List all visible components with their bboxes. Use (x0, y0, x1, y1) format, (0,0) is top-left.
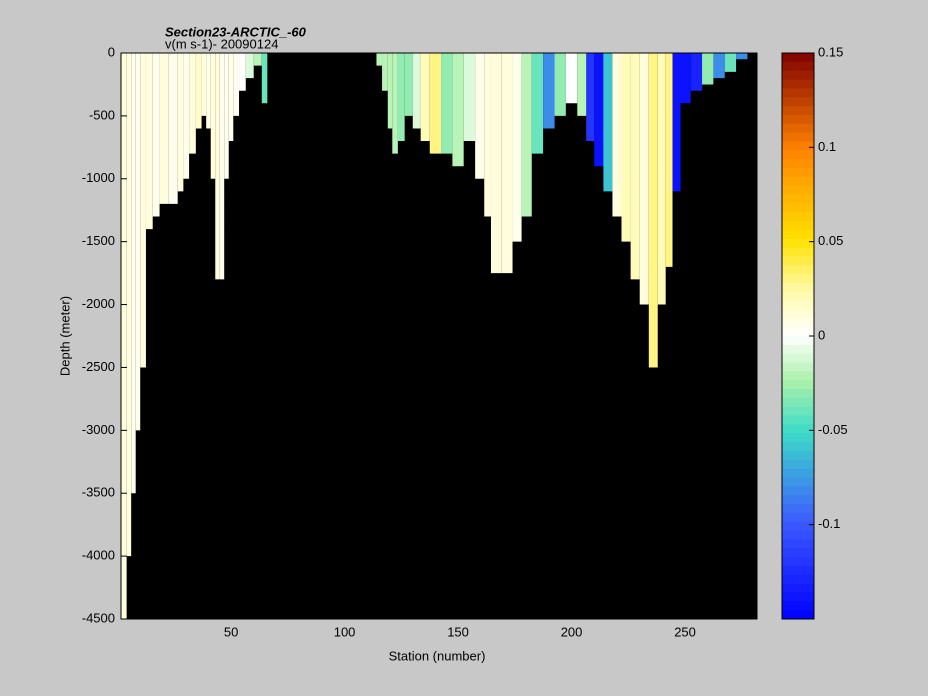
colorbar-swatch (782, 106, 814, 116)
colorbar-tick-label: 0.15 (818, 44, 843, 59)
colorbar-swatch (782, 229, 814, 240)
colorbar-swatch (782, 185, 814, 195)
velocity-cell (135, 53, 141, 619)
y-tick-label: -4000 (82, 548, 115, 563)
x-tick-label: 100 (334, 624, 356, 639)
colorbar-swatch (782, 344, 814, 355)
colorbar-swatch (782, 450, 814, 461)
y-tick-label: -1000 (82, 170, 115, 185)
colorbar-swatch (782, 592, 814, 602)
colorbar-swatch (782, 557, 814, 567)
y-tick-label: -4500 (82, 610, 115, 625)
y-tick-label: -2000 (82, 296, 115, 311)
colorbar-swatch (782, 477, 814, 487)
colorbar-swatch (782, 406, 814, 417)
colorbar-swatch (782, 265, 814, 275)
x-axis-label: Station (number) (389, 648, 486, 663)
colorbar-swatch (782, 97, 814, 107)
seafloor (121, 53, 757, 619)
colorbar-swatch (782, 132, 814, 142)
colorbar-swatch (782, 521, 814, 532)
y-tick-label: -500 (89, 107, 115, 122)
colorbar-swatch (782, 601, 814, 611)
colorbar-swatch (782, 362, 814, 372)
colorbar-swatch (782, 442, 814, 452)
colorbar-swatch (782, 79, 814, 89)
y-tick-label: -3000 (82, 422, 115, 437)
colorbar-swatch (782, 88, 814, 98)
y-axis-label: Depth (meter) (57, 296, 72, 376)
velocity-cell (648, 53, 658, 619)
colorbar-swatch (782, 539, 814, 549)
colorbar-swatch (782, 397, 814, 408)
colorbar-swatch (782, 167, 814, 178)
colorbar-swatch (782, 468, 814, 478)
colorbar-swatch (782, 70, 814, 81)
colorbar-swatch (782, 459, 814, 470)
velocity-cell (121, 53, 127, 619)
colorbar-swatch (782, 194, 814, 204)
colorbar-swatch (782, 610, 814, 620)
colorbar-swatch (782, 53, 814, 63)
colorbar-swatch (782, 504, 814, 514)
y-tick-label: 0 (108, 44, 115, 59)
colorbar-swatch (782, 159, 814, 169)
colorbar-swatch (782, 424, 814, 434)
colorbar-swatch (782, 574, 814, 585)
colorbar-swatch (782, 274, 814, 284)
y-tick-label: -1500 (82, 233, 115, 248)
colorbar-swatch (782, 512, 814, 523)
colorbar-swatch (782, 212, 814, 222)
colorbar-swatch (782, 583, 814, 593)
colorbar-swatch (782, 486, 814, 496)
x-tick-label: 150 (447, 624, 469, 639)
colorbar-swatch (782, 495, 814, 505)
colorbar-swatch (782, 565, 814, 576)
colorbar-tick-label: 0.05 (818, 233, 843, 248)
colorbar-tick-label: -0.1 (818, 516, 840, 531)
colorbar-swatch (782, 247, 814, 257)
velocity-cell (131, 53, 136, 619)
colorbar-swatch (782, 389, 814, 399)
colorbar-swatch (782, 221, 814, 231)
colorbar-swatch (782, 291, 814, 302)
y-tick-label: -3500 (82, 485, 115, 500)
plot-frame (120, 52, 758, 620)
velocity-cell (140, 53, 146, 619)
colorbar-swatch (782, 415, 814, 425)
colorbar-swatch (782, 176, 814, 187)
velocity-cell (126, 53, 132, 619)
colorbar-swatch (782, 256, 814, 266)
colorbar-swatch (782, 61, 814, 72)
colorbar-swatch (782, 353, 814, 364)
colorbar-swatch (782, 282, 814, 293)
colorbar-swatch (782, 309, 814, 319)
colorbar-swatch (782, 203, 814, 213)
colorbar-swatch (782, 150, 814, 160)
colorbar-swatch (782, 548, 814, 558)
colorbar-tick-label: -0.05 (818, 422, 848, 437)
colorbar-swatch (782, 530, 814, 540)
colorbar-swatch (782, 371, 814, 381)
colorbar-swatch (782, 114, 814, 125)
chart-title: Section23-ARCTIC_-60 (165, 24, 307, 39)
y-tick-label: -2500 (82, 359, 115, 374)
colorbar-tick-label: 0.1 (818, 139, 836, 154)
colorbar-swatch (782, 433, 814, 443)
colorbar-swatch (782, 318, 814, 328)
x-tick-label: 250 (674, 624, 696, 639)
colorbar-swatch (782, 238, 814, 249)
colorbar-swatch (782, 123, 814, 134)
colorbar-swatch (782, 336, 814, 346)
colorbar-swatch (782, 141, 814, 151)
colorbar-swatch (782, 300, 814, 310)
x-tick-label: 50 (224, 624, 238, 639)
chart-subtitle: v(m s-1)- 20090124 (165, 36, 278, 51)
x-tick-label: 200 (561, 624, 583, 639)
colorbar-swatch (782, 380, 814, 390)
colorbar-swatch (782, 327, 814, 337)
colorbar-tick-label: 0 (818, 327, 825, 342)
